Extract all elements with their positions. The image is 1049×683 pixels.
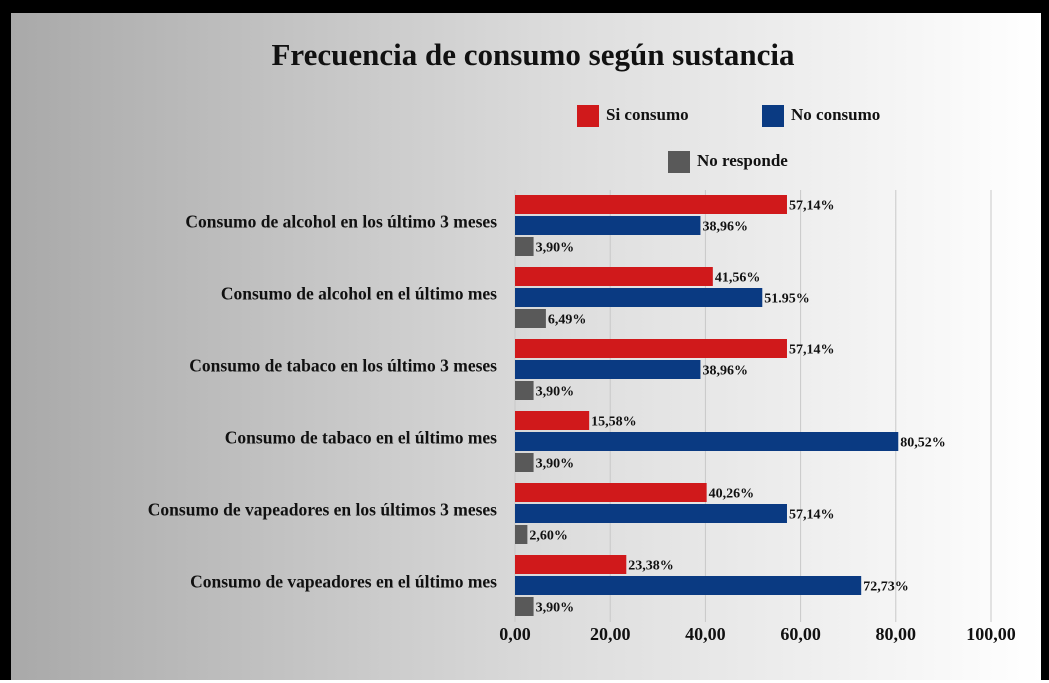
x-tick-label: 40,00 [685,624,726,644]
y-tick-label: Consumo de vapeadores en los últimos 3 m… [148,500,497,520]
data-label: 23,38% [628,559,674,574]
data-label: 40,26% [709,487,755,502]
data-label: 3,90% [536,241,575,256]
y-tick-label: Consumo de alcohol en el último mes [221,284,497,304]
bar [515,411,590,430]
data-label: 38,96% [702,220,748,235]
legend-label: No consumo [791,105,880,124]
bar [515,525,528,544]
x-tick-label: 20,00 [590,624,631,644]
bar [515,483,707,502]
bar [515,216,701,235]
data-label: 41,56% [715,271,761,286]
bar [515,381,534,400]
grid [514,190,992,622]
data-label: 51.95% [764,292,810,307]
y-tick-label: Consumo de tabaco en el último mes [225,428,497,448]
data-label: 2,60% [529,529,568,544]
bar [515,597,534,616]
legend-swatch [762,105,784,127]
bar [515,309,546,328]
bar [515,453,534,472]
x-tick-label: 80,00 [876,624,917,644]
bar [515,432,899,451]
data-label: 38,96% [702,364,748,379]
y-tick-label: Consumo de alcohol en los último 3 meses [185,212,497,232]
data-label: 80,52% [900,436,946,451]
x-tick-label: 0,00 [499,624,531,644]
bar [515,360,701,379]
data-label: 57,14% [789,343,835,358]
data-label: 72,73% [863,580,909,595]
bar [515,576,862,595]
legend-swatch [668,151,690,173]
legend-label: Si consumo [606,105,689,124]
y-tick-label: Consumo de tabaco en los último 3 meses [189,356,497,376]
bar [515,267,713,286]
data-label: 3,90% [536,601,575,616]
data-label: 57,14% [789,199,835,214]
x-tick-label: 100,00 [966,624,1016,644]
data-label: 3,90% [536,385,575,400]
data-label: 15,58% [591,415,637,430]
data-label: 57,14% [789,508,835,523]
data-label: 6,49% [548,313,587,328]
bar [515,288,763,307]
bar [515,339,787,358]
x-tick-label: 60,00 [780,624,821,644]
bar [515,237,534,256]
bar [515,504,787,523]
bar [515,195,787,214]
legend-swatch [577,105,599,127]
data-label: 3,90% [536,457,575,472]
legend-label: No responde [697,151,788,170]
bar [515,555,627,574]
bars: 57,14% 38,96% 3,90% 41,56%51.95% 6,49% 57,14%… [515,195,946,616]
y-tick-label: Consumo de vapeadores en el último mes [190,572,497,592]
chart-title: Frecuencia de consumo según sustancia [271,37,795,72]
